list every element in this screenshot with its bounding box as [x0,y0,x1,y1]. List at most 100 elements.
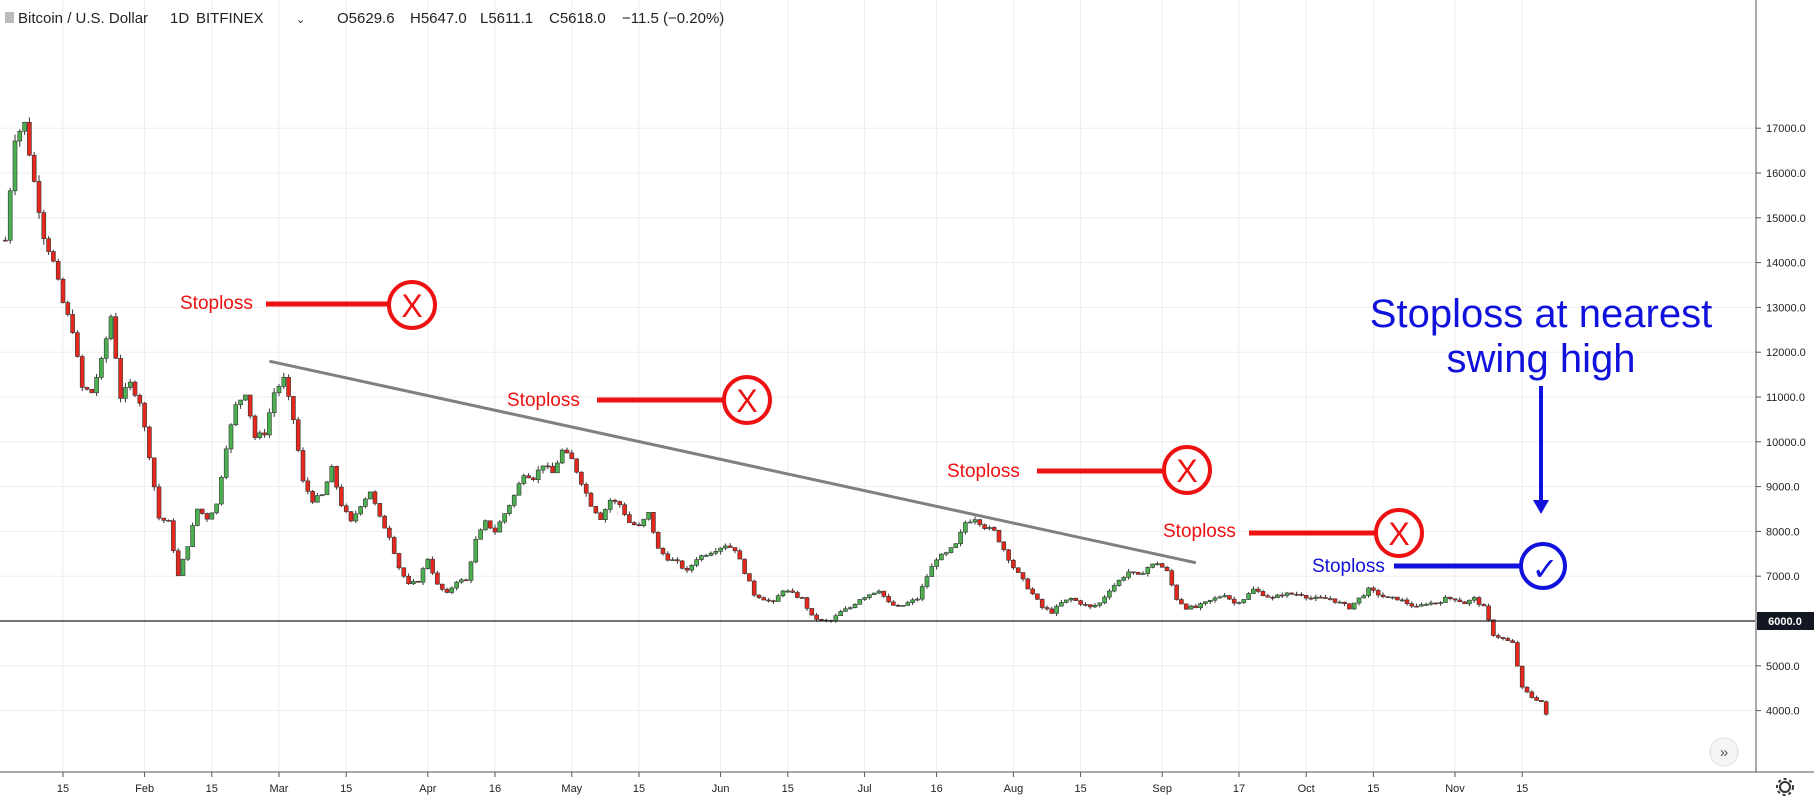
scroll-to-latest-button[interactable]: » [1709,737,1739,767]
x-mark-icon: X [736,383,757,419]
candle [36,175,42,219]
candle [694,557,699,568]
candle [1452,598,1458,603]
candle [1404,597,1410,606]
x-tick-label: 16 [930,783,942,795]
candle [31,151,37,183]
current-price-badge [1757,612,1814,630]
candle [324,480,330,496]
candle [401,567,407,579]
settings-button[interactable] [1776,778,1794,796]
candle [1303,594,1309,601]
candle [847,606,853,610]
chevron-down-icon[interactable]: ⌄ [296,14,305,26]
candle [915,597,920,602]
candle [804,596,810,611]
candle [857,599,863,605]
candle [1030,587,1035,596]
trendline[interactable] [269,359,1197,565]
candle [425,558,431,570]
candle [1087,604,1093,610]
x-tick-label: Oct [1298,783,1315,795]
candle [166,519,171,522]
y-tick-label: 4000.0 [1766,706,1800,718]
stoploss-annotation-blue[interactable]: Stoploss ✓ [1312,542,1567,590]
y-tick-label: 9000.0 [1766,482,1800,494]
candle [785,589,791,594]
candle [276,383,282,397]
candle [1251,586,1256,594]
candle [12,134,18,196]
candle [175,548,181,577]
candle [339,484,344,507]
candle [598,511,603,521]
stoploss-label: Stoploss [1312,556,1385,577]
candle [843,606,848,612]
exchange[interactable]: BITFINEX [196,10,264,27]
price-axis[interactable]: 4000.0 5000.0 7000.0 8000.0 9000.0 10000.0 110… [1756,123,1806,718]
candle [1327,595,1333,601]
candle [247,394,253,419]
candle [953,543,959,549]
candle [535,466,541,484]
candle [1505,636,1511,641]
candle [1308,595,1314,601]
candle [679,559,685,570]
candle [871,592,877,596]
candle [449,586,455,595]
candle [305,477,311,495]
swing-high-callout[interactable]: Stoploss at nearest swing high [1370,292,1712,514]
y-tick-label: 8000.0 [1766,526,1800,538]
candle [1203,601,1208,606]
candle [89,388,95,394]
candle [1337,600,1343,604]
candle [1414,603,1419,608]
symbol-name[interactable]: Bitcoin / U.S. Dollar [18,10,148,27]
candle [238,399,243,409]
candle [895,603,901,607]
trendline-layer [269,359,1197,565]
candle [1265,593,1271,598]
candle [1323,594,1328,599]
candle [1092,603,1098,609]
candle [809,608,815,616]
candle [1500,636,1506,641]
x-mark-icon: X [1388,516,1409,552]
candle [228,423,234,454]
candle [454,580,459,591]
y-tick-label: 5000.0 [1766,661,1800,673]
candle [559,448,565,465]
candle [1447,596,1453,601]
candle [1371,586,1376,593]
candle [1174,584,1179,601]
candle [1524,686,1530,694]
stoploss-annotation-2[interactable]: Stoploss X [507,375,772,425]
candle [257,430,263,440]
time-axis[interactable]: 15 Feb 15 Mar 15 Apr 16 May 15 Jun 15 Jul 16 Aug 15 Sep… [57,772,1528,795]
candle [1279,592,1285,599]
stoploss-label: Stoploss [180,293,253,314]
stoploss-annotation-1[interactable]: Stoploss X [180,280,437,330]
x-mark-icon: X [1176,453,1197,489]
candle [343,503,349,514]
candle [223,445,229,480]
candle [996,529,1002,543]
x-tick-label: 15 [1516,783,1528,795]
candle [1169,568,1175,587]
interval[interactable]: 1D [170,10,189,27]
y-tick-label: 11000.0 [1766,392,1805,404]
candle [948,547,954,554]
candle [1102,595,1107,605]
candle [391,535,397,555]
stoploss-annotation-4[interactable]: Stoploss X [1163,508,1424,558]
candle [747,573,752,582]
candle [1212,595,1218,603]
candle [526,473,531,479]
candle [430,556,435,575]
x-tick-label: Feb [135,783,154,795]
candle [411,578,416,585]
stoploss-annotation-3[interactable]: Stoploss X [947,445,1212,495]
candle [3,236,8,242]
candle [1135,571,1141,575]
